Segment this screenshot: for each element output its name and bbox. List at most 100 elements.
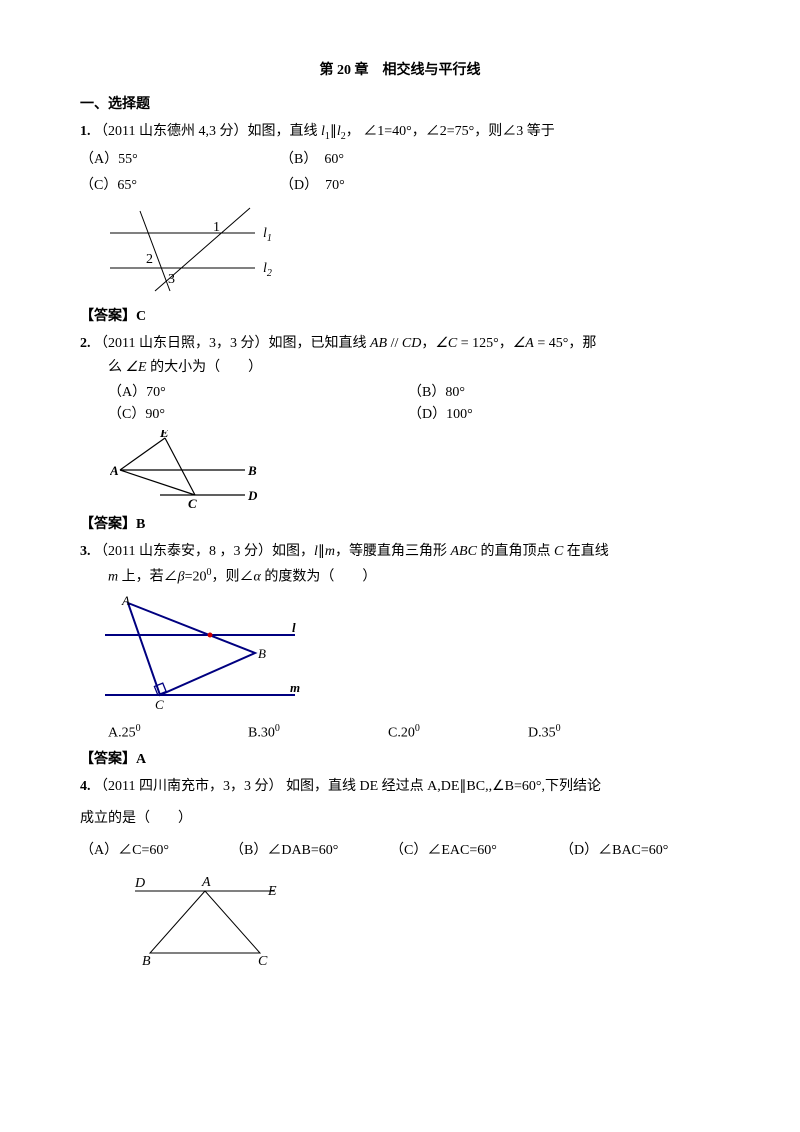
q4-opt-b: （B）∠DAB=60° (230, 840, 390, 862)
q3-stem-line2: m 上，若∠β=200，则∠α 的度数为（ ） (80, 565, 720, 589)
q2-stem: 2. （2011 山东日照，3，3 分）如图，已知直线 AB // CD，∠C … (80, 333, 720, 355)
q1-opt-a: （A）55° (80, 149, 280, 171)
q4-options: （A）∠C=60° （B）∠DAB=60° （C）∠EAC=60° （D）∠BA… (80, 840, 720, 862)
q2-opt-a: （A）70° (108, 382, 408, 404)
q2-line2a: 么 (108, 360, 126, 375)
q1-fig-s2: 2 (267, 268, 272, 279)
q2-answer: 【答案】B (80, 514, 720, 536)
q2-stem-line2: 么 ∠E 的大小为（ ） (80, 357, 720, 379)
q3-m: m (325, 544, 335, 559)
q2-figure: A B C D E (110, 430, 720, 510)
q2-c1: ∠C (435, 336, 457, 351)
q3-opt-b-sup: 0 (275, 723, 280, 734)
q2-comma1: ， (499, 336, 513, 351)
q4-fig-d: D (134, 876, 145, 891)
q2-a1: ∠A (513, 336, 534, 351)
q4-opt-c: （C）∠EAC=60° (390, 840, 560, 862)
q1-num: 1. (80, 124, 91, 139)
q4-num: 4. (80, 779, 91, 794)
q1-opt-b: （B） 60° (280, 149, 480, 171)
q1-fig-angle1: 1 (213, 220, 220, 235)
q3-opt-c: C.200 (388, 721, 528, 745)
q2-fig-c: C (188, 496, 197, 510)
q1-opts-row2: （C）65° （D） 70° (80, 175, 720, 197)
q2-line2b: 的大小为（ ） (147, 360, 263, 375)
q3-opt-a-pre: A.25 (108, 726, 136, 741)
q1-fig-angle2: 2 (146, 252, 153, 267)
q3-opt-d: D.350 (528, 721, 668, 745)
q3-line2c: =20 (185, 570, 207, 585)
q3-opt-a: A.250 (108, 721, 248, 745)
q2-cd: CD (402, 336, 421, 351)
q2-opt-c: （C）90° (108, 404, 408, 426)
q2-fig-a: A (110, 463, 119, 478)
q3-opt-d-sup: 0 (556, 723, 561, 734)
q3-fig-m: m (290, 680, 300, 695)
svg-text:l2: l2 (263, 261, 272, 279)
q1-par: ∥ (330, 124, 337, 139)
q1-text-b: ， ∠1=40°，∠2=75°，则∠3 等于 (346, 124, 555, 139)
q3-options: A.250 B.300 C.200 D.350 (108, 721, 720, 745)
q2-opt-b: （B）80° (408, 382, 465, 404)
q4-fig-a: A (201, 875, 211, 890)
q3-opt-b: B.300 (248, 721, 388, 745)
q3-line2d: ，则∠ (212, 570, 254, 585)
q2-par: // (387, 336, 402, 351)
section-heading: 一、选择题 (80, 94, 720, 116)
q2-fig-d: D (247, 488, 258, 503)
q2-opts-row2: （C）90° （D）100° (80, 404, 720, 426)
q4-fig-e: E (267, 884, 277, 899)
q2-text-b: ， (421, 336, 435, 351)
q3-fig-l: l (292, 620, 296, 635)
q3-opt-c-sup: 0 (415, 723, 420, 734)
q3-text-a: （2011 山东泰安，8 ，3 分）如图， (94, 544, 314, 559)
chapter-title: 第 20 章 相交线与平行线 (80, 60, 720, 82)
q2-comma2: ，那 (568, 336, 596, 351)
q3-fig-a: A (121, 595, 130, 608)
q1-fig-s1: 1 (267, 233, 272, 244)
q2-e: ∠E (126, 360, 147, 375)
q1-opt-d: （D） 70° (280, 175, 480, 197)
q3-text-d: 在直线 (563, 544, 609, 559)
q2-eq2: = 45° (534, 336, 569, 351)
q1-fig-angle3: 3 (168, 272, 175, 287)
svg-text:l1: l1 (263, 226, 272, 244)
q4-opt-d: （D）∠BAC=60° (560, 840, 668, 862)
q2-fig-b: B (247, 463, 257, 478)
q3-pc: C (554, 544, 563, 559)
q2-opts-row1: （A）70° （B）80° (80, 382, 720, 404)
q3-opt-c-pre: C.20 (388, 726, 415, 741)
q2-ab: AB (370, 336, 387, 351)
q4-opt-a: （A）∠C=60° (80, 840, 230, 862)
q4-text-a: （2011 四川南充市，3，3 分） 如图，直线 DE 经过点 A,DE∥BC,… (94, 779, 601, 794)
q3-stem: 3. （2011 山东泰安，8 ，3 分）如图，l∥m，等腰直角三角形 ABC … (80, 541, 720, 563)
q3-line2-m: m (108, 570, 118, 585)
q3-num: 3. (80, 544, 91, 559)
q3-abc: ABC (451, 544, 477, 559)
q1-opts-row1: （A）55° （B） 60° (80, 149, 720, 171)
q3-fig-c: C (155, 697, 164, 712)
q3-text-c: 的直角顶点 (477, 544, 554, 559)
q1-stem: 1. （2011 山东德州 4,3 分）如图，直线 l1∥l2， ∠1=40°，… (80, 121, 720, 145)
q4-figure: D A E B C (120, 873, 720, 968)
q4-stem: 4. （2011 四川南充市，3，3 分） 如图，直线 DE 经过点 A,DE∥… (80, 776, 720, 798)
q1-opt-c: （C）65° (80, 175, 280, 197)
q3-opt-b-pre: B.30 (248, 726, 275, 741)
q3-opt-d-pre: D.35 (528, 726, 556, 741)
q2-fig-e: E (159, 430, 169, 440)
q1-text-a: （2011 山东德州 4,3 分）如图，直线 (94, 124, 321, 139)
q3-answer: 【答案】A (80, 749, 720, 771)
q3-par: ∥ (318, 544, 325, 559)
q3-figure: A B C l m (100, 595, 720, 715)
q4-stem-line2: 成立的是（ ） (80, 808, 720, 830)
q3-beta: β (178, 570, 185, 585)
q2-opt-d: （D）100° (408, 404, 473, 426)
q2-text-a: （2011 山东日照，3，3 分）如图，已知直线 (94, 336, 370, 351)
q3-text-b: ，等腰直角三角形 (335, 544, 451, 559)
q1-answer: 【答案】C (80, 306, 720, 328)
q3-line2e: 的度数为（ ） (261, 570, 377, 585)
q2-num: 2. (80, 336, 91, 351)
q3-line2b: 上，若∠ (118, 570, 178, 585)
q3-opt-a-sup: 0 (136, 723, 141, 734)
q3-fig-b: B (258, 646, 266, 661)
